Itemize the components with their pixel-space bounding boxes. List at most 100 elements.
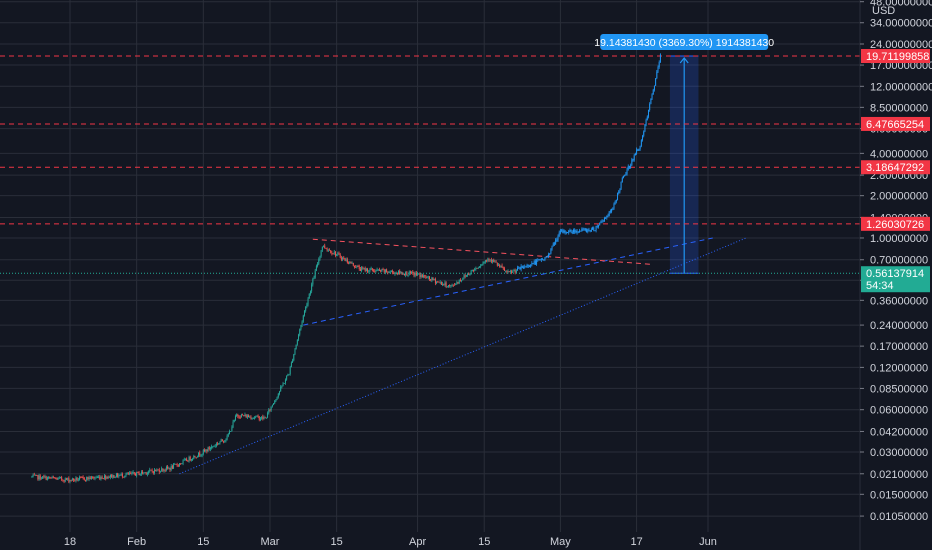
candle-body xyxy=(286,376,288,380)
candle-body xyxy=(559,230,561,233)
candle-body xyxy=(206,449,208,452)
candle-body xyxy=(51,476,53,478)
candle-body xyxy=(423,275,425,278)
candle-body xyxy=(188,457,190,462)
candle-body xyxy=(168,468,170,470)
measure-box[interactable]: 19.14381430 (3369.30%) 1914381430 xyxy=(594,34,774,274)
candle-body xyxy=(142,471,144,474)
candle-body xyxy=(264,417,266,419)
candle-body xyxy=(189,457,191,461)
time-tick-label: 15 xyxy=(197,536,209,548)
candle-body xyxy=(58,477,60,479)
candle-body xyxy=(434,279,436,284)
time-tick-label: 15 xyxy=(478,536,490,548)
candle-body xyxy=(154,469,156,474)
candle-body xyxy=(417,273,419,275)
time-axis-ticks[interactable]: 18 Feb 15 Mar 15 Apr 15 May 17 Jun xyxy=(64,536,717,548)
trend-lines xyxy=(179,237,747,475)
candle-body xyxy=(274,400,276,404)
candle-body xyxy=(123,476,125,478)
candle-body xyxy=(634,153,636,156)
candle-body xyxy=(56,478,58,480)
candle-body xyxy=(55,478,57,480)
candle-body xyxy=(193,455,195,460)
candle-body xyxy=(620,181,622,189)
candle-body xyxy=(240,414,242,418)
candle-body xyxy=(658,62,660,68)
candle-body xyxy=(502,267,504,269)
candle-body xyxy=(375,270,377,272)
candle-body xyxy=(501,265,503,268)
price-tick-label: 4.00000000 xyxy=(870,148,928,160)
candle-body xyxy=(418,273,420,275)
candle-body xyxy=(640,140,642,147)
candle-body xyxy=(39,475,41,480)
candle-body xyxy=(137,471,139,473)
time-tick-label: 15 xyxy=(331,536,343,548)
candle-body xyxy=(208,447,210,450)
candle-body xyxy=(237,414,239,417)
candle-body xyxy=(518,267,520,269)
level-badge xyxy=(861,216,930,231)
candle-body xyxy=(355,266,357,268)
candle-body xyxy=(170,466,172,470)
trend-line[interactable] xyxy=(312,238,651,265)
level-badge xyxy=(861,49,930,64)
candle-body xyxy=(638,148,640,151)
candle-body xyxy=(126,473,128,475)
candle-body xyxy=(284,379,286,384)
candle-body xyxy=(508,271,510,273)
level-badge xyxy=(861,116,930,131)
price-tick-label: 8.50000000 xyxy=(870,102,928,114)
candle-body xyxy=(564,230,566,233)
candle-body xyxy=(402,273,404,275)
trend-line[interactable] xyxy=(179,237,747,475)
candle-body xyxy=(319,256,321,260)
candle-body xyxy=(245,414,247,418)
trend-line[interactable] xyxy=(303,237,713,326)
candle-body xyxy=(268,409,270,413)
candle-body xyxy=(615,200,617,202)
candle-body xyxy=(478,266,480,268)
candle-body xyxy=(215,443,217,446)
candle-body xyxy=(79,477,81,480)
candle-body xyxy=(32,474,34,477)
candle-body xyxy=(632,159,634,161)
candle-body xyxy=(234,416,236,420)
candle-body xyxy=(173,464,175,469)
candle-body xyxy=(164,469,166,471)
candle-body xyxy=(365,268,367,271)
candle-body xyxy=(276,397,278,400)
candle-body xyxy=(42,476,44,479)
candle-body xyxy=(311,284,313,292)
candle-body xyxy=(426,277,428,279)
candle-body xyxy=(169,468,171,470)
candle-body xyxy=(505,270,507,272)
price-tick-label: 24.00000000 xyxy=(870,39,932,51)
candle-body xyxy=(177,465,179,467)
candle-body xyxy=(225,439,227,441)
candle-body xyxy=(205,449,207,451)
candle-body xyxy=(427,276,429,278)
price-axis-ticks: 48.00000000 34.00000000 24.00000000 17.0000… xyxy=(860,0,932,523)
candle-body xyxy=(261,416,263,419)
candle-body xyxy=(259,418,261,420)
candle-body xyxy=(625,173,627,175)
candle-body xyxy=(100,477,102,480)
candle-body xyxy=(595,225,597,231)
candle-body xyxy=(530,264,532,267)
candle-body xyxy=(346,259,348,263)
candle-body xyxy=(474,268,476,271)
candle-body xyxy=(514,270,516,273)
candle-body xyxy=(220,439,222,442)
horizontal-levels[interactable] xyxy=(0,55,860,274)
candle-body xyxy=(183,459,185,461)
candle-body xyxy=(171,466,173,469)
candle-body xyxy=(201,453,203,456)
price-axis-unit: USD xyxy=(872,5,895,17)
candle-body xyxy=(118,475,120,477)
candle-body xyxy=(130,473,132,475)
candle-body xyxy=(88,477,90,480)
candle-body xyxy=(146,472,148,475)
